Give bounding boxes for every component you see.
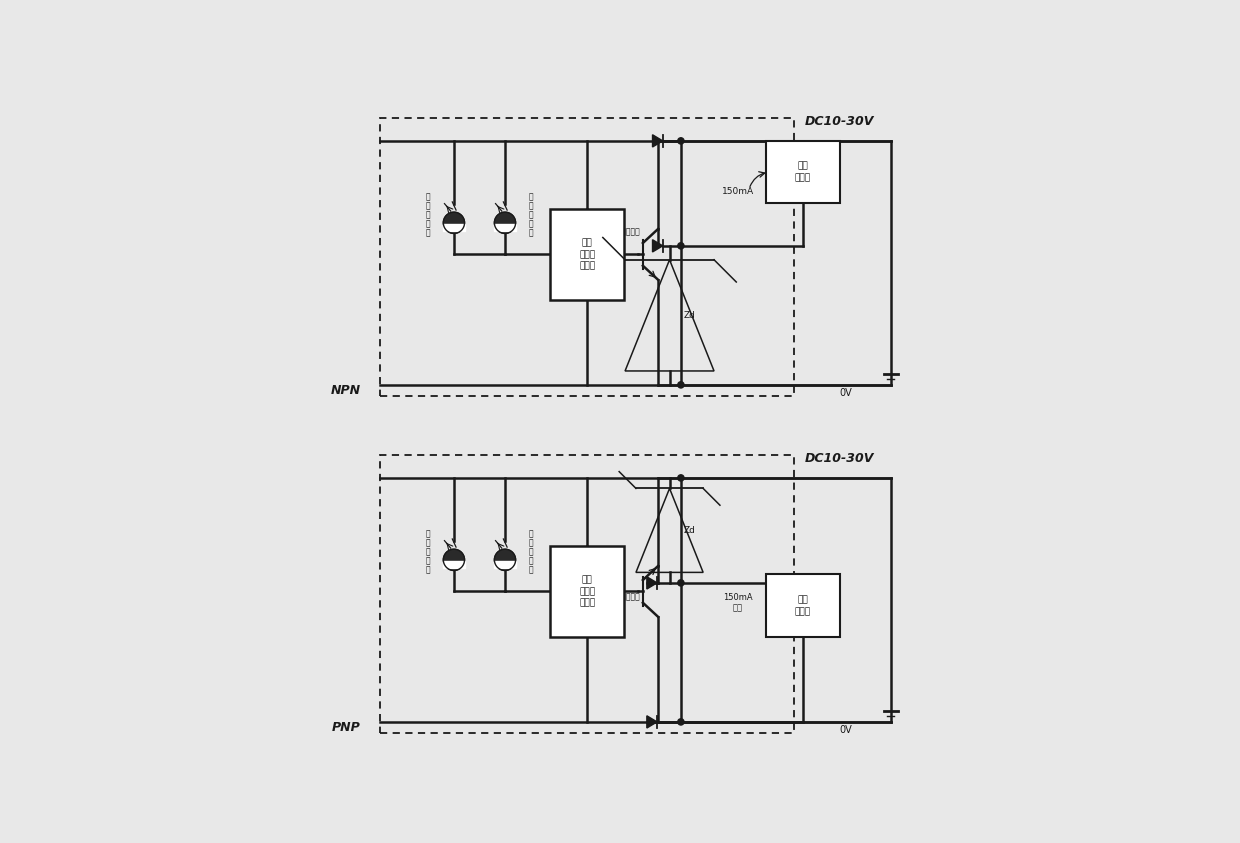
FancyBboxPatch shape	[551, 209, 624, 300]
Text: PNP: PNP	[332, 721, 361, 734]
Text: 0V: 0V	[839, 389, 852, 399]
Text: 动
作
指
示
灯: 动 作 指 示 灯	[427, 192, 430, 237]
Text: （控制输出）: （控制输出）	[613, 227, 641, 236]
FancyBboxPatch shape	[766, 141, 839, 203]
Circle shape	[444, 212, 465, 234]
Text: DC10-30V: DC10-30V	[805, 452, 874, 464]
Text: DC10-30V: DC10-30V	[805, 115, 874, 127]
Text: 负载
继电器: 负载 继电器	[795, 595, 811, 616]
Bar	[495, 561, 516, 568]
Circle shape	[678, 719, 684, 725]
FancyBboxPatch shape	[551, 546, 624, 636]
Text: 光电
传感器
主回路: 光电 传感器 主回路	[579, 575, 595, 608]
Circle shape	[678, 475, 684, 481]
Polygon shape	[647, 577, 657, 589]
Bar	[444, 561, 465, 568]
Text: 动
作
指
示
灯: 动 作 指 示 灯	[427, 529, 430, 574]
Text: NPN: NPN	[331, 384, 361, 397]
FancyBboxPatch shape	[766, 574, 839, 636]
Polygon shape	[652, 239, 662, 252]
Circle shape	[495, 212, 516, 234]
Text: 稳
定
指
示
灯: 稳 定 指 示 灯	[528, 192, 533, 237]
Bar	[444, 224, 465, 231]
Text: 150mA
以下: 150mA 以下	[723, 593, 753, 613]
Bar	[495, 224, 516, 231]
Text: Zd: Zd	[683, 526, 696, 535]
Text: 150mA: 150mA	[722, 187, 754, 196]
Text: 负载
继电器: 负载 继电器	[795, 162, 811, 182]
Text: 0V: 0V	[839, 726, 852, 735]
Circle shape	[678, 382, 684, 388]
Text: 稳
定
指
示
灯: 稳 定 指 示 灯	[528, 529, 533, 574]
Circle shape	[444, 550, 465, 571]
Text: Zd: Zd	[683, 311, 696, 319]
Text: （控制输出）: （控制输出）	[613, 593, 641, 602]
Circle shape	[678, 137, 684, 144]
Text: 光电
传感器
主回路: 光电 传感器 主回路	[579, 238, 595, 271]
Circle shape	[678, 243, 684, 249]
Polygon shape	[647, 716, 657, 728]
Circle shape	[495, 550, 516, 571]
Circle shape	[678, 580, 684, 586]
Polygon shape	[652, 135, 662, 147]
